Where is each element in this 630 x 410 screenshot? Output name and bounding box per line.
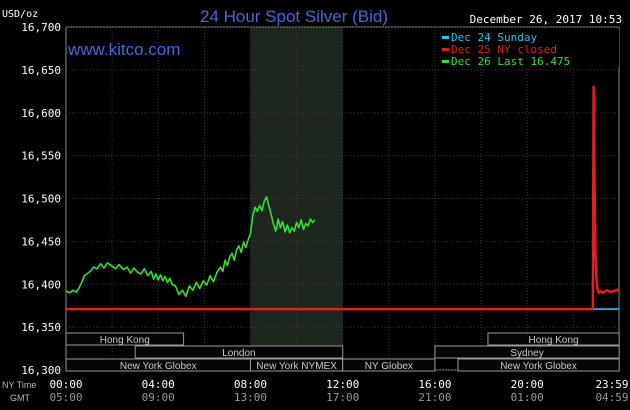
session-label: New York Globex: [500, 361, 577, 372]
x-tick-ny: 16:00: [418, 378, 451, 391]
legend-entry: Dec 26 Last 16.475: [451, 55, 570, 68]
session-label: New York NYMEX: [256, 361, 337, 372]
x-tick-gmt: 09:00: [142, 391, 175, 404]
y-tick-label: 16,650: [21, 64, 61, 77]
session-label: NY Globex: [365, 361, 413, 372]
timestamp-label: December 26, 2017 10:53: [470, 13, 622, 26]
y-tick-label: 16,550: [21, 150, 61, 163]
x-tick-gmt: 04:59: [595, 391, 628, 404]
legend-swatch: [442, 60, 449, 63]
session-bar: [457, 358, 620, 372]
y-axis-unit-label: USD/oz: [2, 9, 38, 20]
session-bar: [134, 345, 344, 359]
series-line-3: [65, 196, 316, 298]
y-tick-label: 16,300: [21, 364, 61, 377]
x-tick-gmt: 05:00: [49, 391, 82, 404]
y-tick-label: 16,500: [21, 193, 61, 206]
series-line-2: [66, 85, 621, 311]
y-tick-label: 16,350: [21, 321, 61, 334]
x-tick-gmt: 17:00: [326, 391, 359, 404]
x-tick-gmt: 01:00: [511, 391, 544, 404]
x-tick-ny: 23:59: [595, 378, 628, 391]
x-tick-ny: 20:00: [511, 378, 544, 391]
y-tick-label: 16,450: [21, 235, 61, 248]
session-bar: [65, 332, 185, 346]
watermark-url: www.kitco.com: [67, 40, 180, 59]
legend-entry: Dec 25 NY closed: [451, 43, 557, 56]
legend-swatch: [442, 36, 449, 39]
y-tick-label: 16,600: [21, 107, 61, 120]
legend-box: [438, 29, 619, 67]
session-label: New York Globex: [120, 361, 197, 372]
session-label: Hong Kong: [100, 335, 150, 346]
session-label: Hong Kong: [529, 335, 579, 346]
x-tick-gmt: 13:00: [234, 391, 267, 404]
x-tick-gmt: 21:00: [418, 391, 451, 404]
session-bar: [342, 358, 436, 372]
x-tick-ny: 00:00: [49, 378, 82, 391]
legend-entry: Dec 24 Sunday: [451, 31, 537, 44]
ny-time-axis-label: NY Time: [2, 380, 36, 390]
x-tick-ny: 04:00: [142, 378, 175, 391]
x-tick-ny: 08:00: [234, 378, 267, 391]
session-bar: [434, 345, 620, 359]
session-label: Sydney: [510, 348, 543, 359]
session-label: London: [222, 348, 255, 359]
y-tick-label: 16,700: [21, 21, 61, 34]
chart-title: 24 Hour Spot Silver (Bid): [200, 7, 388, 26]
gmt-axis-label: GMT: [10, 393, 30, 403]
legend-swatch: [442, 48, 449, 51]
session-bar: [487, 332, 620, 346]
y-tick-label: 16,400: [21, 278, 61, 291]
x-tick-ny: 12:00: [326, 378, 359, 391]
